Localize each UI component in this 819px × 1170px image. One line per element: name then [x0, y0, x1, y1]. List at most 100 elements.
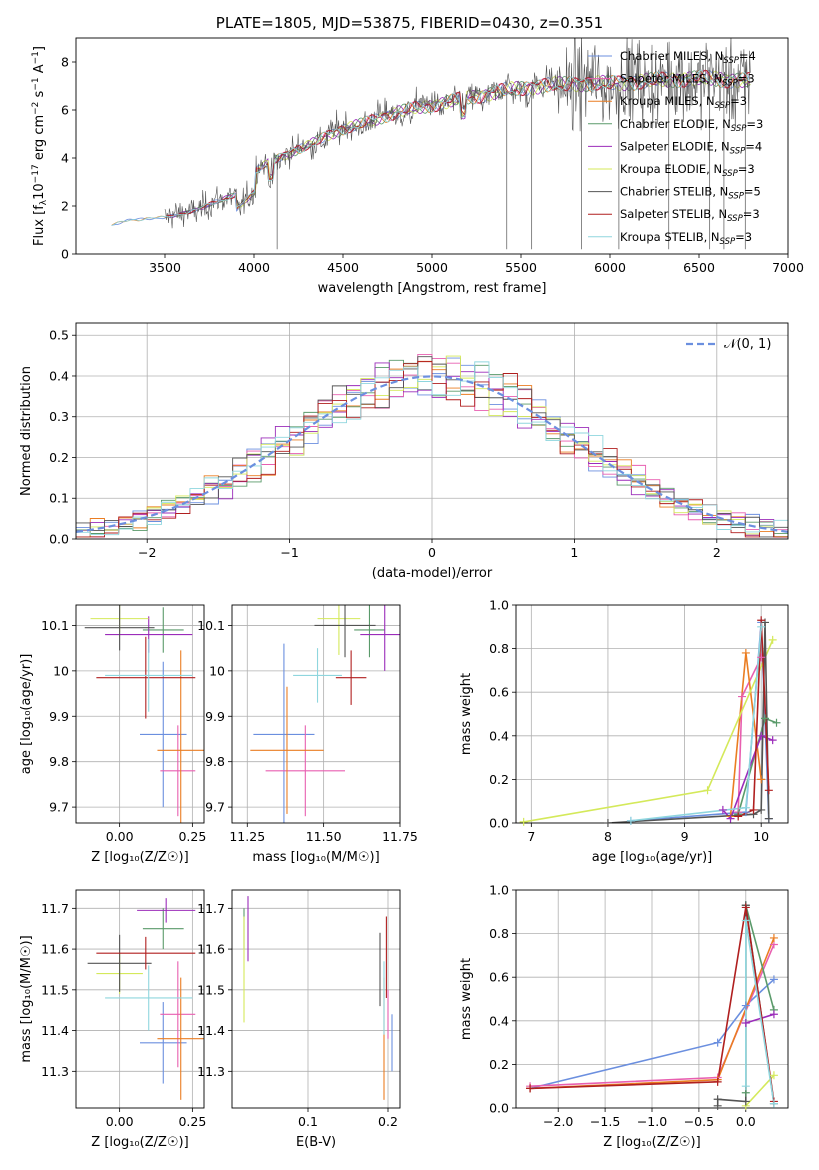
plot-area	[516, 890, 788, 1108]
x-tick-label: 0.1	[298, 1114, 318, 1129]
y-tick-label: 0.8	[489, 926, 509, 941]
x-tick-label: 11.25	[229, 829, 265, 844]
axes-z_mass: 0.00 0.25 11.3 11.4 11.5 11.6 11.7 Z [log₁₀(Z/Z…	[19, 889, 206, 1150]
x-tick-label: 3500	[149, 260, 181, 275]
weight-marker	[741, 803, 750, 812]
axes-age_weight: 7 8 9 10 0.0 0.2 0.4 0.6 0.8 1.0 age [log₁₀(age/yr…	[459, 598, 789, 865]
plot-area	[76, 323, 788, 539]
y-axis-label: Flux [fλ10−17 erg cm−2 s−1 A−1]	[31, 46, 49, 246]
weight-marker	[703, 786, 712, 795]
y-tick-label: 0.4	[49, 368, 69, 383]
legend-nssp: =3	[730, 94, 747, 108]
legend-nssp: =3	[746, 117, 763, 131]
legend-series-name: Salpeter ELODIE, N	[620, 139, 730, 153]
ylabel-part: ]	[32, 46, 47, 51]
y-tick-label: 0.0	[49, 532, 69, 547]
weight-marker	[726, 814, 735, 823]
legend-subscript: SSP	[727, 214, 743, 224]
y-axis-label: mass weight	[459, 673, 474, 755]
legend-subscript: SSP	[715, 101, 731, 111]
weight-marker	[768, 736, 777, 745]
x-tick-label: 9	[681, 829, 689, 844]
weight-marker	[769, 933, 778, 942]
ticks: −2 −1 0 1 2 0.0 0.1 0.2 0.3 0.4 0.5	[49, 328, 721, 560]
y-tick-label: 0.5	[49, 328, 69, 343]
weight-marker	[757, 775, 766, 784]
weight-marker	[768, 635, 777, 644]
y-tick-label: 1.0	[489, 598, 509, 613]
weight-marker	[626, 816, 635, 825]
weight-marker	[769, 1099, 778, 1108]
weight-marker	[713, 1038, 722, 1047]
ylabel-part: Flux [f	[32, 205, 47, 246]
plot-area	[516, 605, 788, 823]
x-tick-label: 4500	[327, 260, 359, 275]
ylabel-part: erg cm	[32, 115, 47, 164]
legend-entry: Kroupa ELODIE, NSSP=3	[620, 162, 755, 179]
axes-frame	[515, 889, 789, 1109]
weight-marker	[764, 814, 773, 823]
y-tick-label: 9.9	[49, 709, 69, 724]
x-tick-label: −1.0	[637, 1114, 667, 1129]
weight-marker	[741, 903, 750, 912]
legend-entry: Salpeter MILES, NSSP=3	[620, 72, 755, 89]
weight-marker	[519, 817, 528, 826]
x-axis-label: Z [log₁₀(Z/Z☉)]	[91, 850, 188, 865]
y-tick-label: 10	[53, 663, 69, 678]
plot-area	[76, 605, 204, 823]
y-tick-label: 10.1	[197, 618, 225, 633]
y-tick-label: 0.8	[489, 641, 509, 656]
weight-line-5	[523, 639, 774, 823]
y-tick-label: 11.4	[197, 1023, 225, 1038]
legend-nssp: =3	[743, 207, 760, 221]
weight-line-0	[529, 978, 775, 1090]
weight-marker	[749, 805, 758, 814]
legend-subscript: SSP	[720, 237, 736, 247]
x-tick-label: 0.0	[736, 1114, 756, 1129]
plot-area	[111, 38, 751, 250]
y-tick-label: 0	[61, 247, 69, 262]
y-tick-label: 4	[61, 151, 69, 166]
ylabel-part: A	[32, 64, 47, 77]
ticks: 11.25 11.50 11.75 9.7 9.8 9.9 10 10.1	[197, 618, 418, 844]
x-axis-label: mass [log₁₀(M/M☉)]	[252, 850, 379, 865]
x-tick-label: 0.2	[378, 1114, 398, 1129]
weight-marker	[713, 1077, 722, 1086]
legend-nssp: =4	[745, 139, 762, 153]
legend-series-name: Chabrier STELIB, N	[620, 185, 728, 199]
axes-spectrum: 3500 4000 4500 5000 5500 6000 6500 7000 0 2 4 6 8 wav…	[31, 37, 804, 296]
x-tick-label: 2	[713, 545, 721, 560]
legend-entry: 𝒩(0, 1)	[724, 337, 771, 352]
grid	[516, 890, 788, 1108]
grid	[76, 605, 204, 823]
axes-z_weight: −2.0 −1.5 −1.0 −0.5 0.0 0.0 0.2 0.4 0.6 0.8 1.0 Z […	[459, 883, 789, 1150]
y-tick-label: 9.8	[49, 754, 69, 769]
x-tick-label: 0.25	[178, 1114, 206, 1129]
weight-marker	[772, 718, 781, 727]
x-tick-label: −1.5	[590, 1114, 620, 1129]
y-tick-label: 11.7	[197, 901, 225, 916]
weight-marker	[757, 622, 766, 631]
y-tick-label: 0.0	[489, 1101, 509, 1116]
plot-area	[232, 605, 400, 823]
weight-marker	[741, 1001, 750, 1010]
weight-line-4	[745, 1013, 775, 1024]
weight-marker	[757, 731, 766, 740]
y-tick-label: 9.7	[49, 800, 69, 815]
axes-ebv_mass: 0.1 0.2 11.3 11.4 11.5 11.6 11.7 E(B-V)	[197, 889, 401, 1150]
axes-mass_age: 11.25 11.50 11.75 9.7 9.8 9.9 10 10.1 mass [log₁…	[197, 604, 418, 865]
y-tick-label: 0.2	[49, 450, 69, 465]
legend-series-name: Kroupa ELODIE, N	[620, 162, 722, 176]
ticks: 0.00 0.25 9.7 9.8 9.9 10 10.1	[41, 618, 206, 844]
weight-marker	[741, 648, 750, 657]
weight-marker	[769, 975, 778, 984]
x-axis-label: age [log₁₀(age/yr)]	[592, 850, 713, 865]
ylabel-part: −2	[31, 102, 41, 115]
x-tick-label: 0.00	[106, 1114, 134, 1129]
x-tick-label: −0.5	[684, 1114, 714, 1129]
y-tick-label: 11.5	[197, 982, 225, 997]
legend-subscript: SSP	[730, 146, 746, 156]
axes-residuals: −2 −1 0 1 2 0.0 0.1 0.2 0.3 0.4 0.5 (data-model)/er…	[19, 322, 789, 581]
